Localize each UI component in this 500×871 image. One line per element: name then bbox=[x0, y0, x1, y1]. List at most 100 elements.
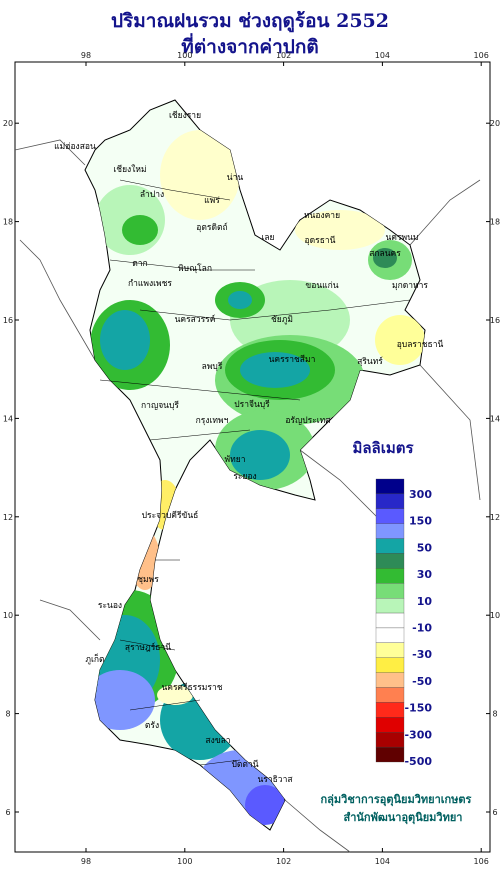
place-label: ตาก bbox=[132, 259, 147, 269]
lat-tick-label: 18 bbox=[3, 218, 13, 227]
place-label: ปัตตานี bbox=[231, 759, 258, 770]
lat-tick-label: 20 bbox=[490, 119, 500, 128]
lat-tick-label: 16 bbox=[490, 316, 500, 325]
place-label: เชียงราย bbox=[169, 110, 201, 121]
legend-swatch bbox=[375, 508, 405, 524]
place-label: นครศรีธรรมราช bbox=[161, 682, 222, 693]
place-label: นครสวรรค์ bbox=[175, 314, 216, 325]
credit-line: กลุ่มวิชาการอุตุนิยมวิทยาเกษตร bbox=[321, 793, 472, 807]
place-label: เชียงใหม่ bbox=[113, 164, 146, 175]
lon-tick-label: 98 bbox=[81, 857, 91, 866]
legend-swatch bbox=[375, 732, 405, 748]
legend-swatch bbox=[375, 478, 405, 495]
place-label: เลย bbox=[261, 233, 274, 243]
legend-swatch bbox=[375, 657, 405, 673]
lat-tick-label: 12 bbox=[3, 513, 13, 522]
place-label: ระนอง bbox=[98, 601, 122, 611]
place-label: อรัญประเทศ bbox=[285, 416, 331, 426]
lat-tick-label: 6 bbox=[5, 808, 10, 817]
legend-swatch bbox=[375, 493, 405, 509]
subtitle: ที่ต่างจากค่าปกติ bbox=[181, 33, 318, 58]
legend-swatch bbox=[375, 687, 405, 703]
lon-tick-label: 100 bbox=[177, 51, 192, 60]
legend-title: มิลลิเมตร bbox=[352, 439, 414, 457]
place-label: ขอนแก่น bbox=[305, 281, 338, 291]
place-label: แม่ฮ่องสอน bbox=[54, 142, 96, 152]
lat-tick-label: 14 bbox=[490, 414, 500, 423]
title: ปริมาณฝนรวม ช่วงฤดูร้อน 2552 bbox=[111, 10, 389, 33]
lon-tick-label: 102 bbox=[276, 857, 291, 866]
legend-swatch bbox=[375, 523, 405, 539]
place-label: สุรินทร์ bbox=[357, 356, 383, 367]
place-label: สุราษฎร์ธานี bbox=[125, 642, 171, 653]
lon-tick-label: 106 bbox=[474, 51, 489, 60]
legend: 300 150 50 30 10 -10 -30 -50 -150 -300 -500 bbox=[375, 478, 433, 768]
province-borders bbox=[99, 179, 411, 766]
legend-swatch bbox=[375, 627, 405, 643]
place-label: ลพบุรี bbox=[202, 361, 223, 372]
place-label: นครพนม bbox=[385, 233, 418, 243]
legend-swatch bbox=[375, 538, 405, 554]
place-label: นครราชสีมา bbox=[269, 354, 316, 365]
legend-swatch bbox=[375, 568, 405, 584]
place-label: กาญจนบุรี bbox=[141, 400, 179, 411]
legend-swatch bbox=[375, 746, 405, 763]
lon-tick-label: 102 bbox=[276, 51, 291, 60]
legend-label: -300 bbox=[404, 728, 432, 741]
place-label: พัทยา bbox=[225, 455, 246, 465]
place-label: ปราจีนบุรี bbox=[234, 399, 270, 410]
legend-label: -10 bbox=[412, 622, 432, 635]
place-label: ชัยภูมิ bbox=[271, 315, 293, 325]
lat-tick-label: 10 bbox=[490, 611, 500, 620]
place-label: แพร่ bbox=[204, 196, 220, 206]
legend-label: -50 bbox=[412, 675, 432, 688]
lat-tick-label: 18 bbox=[490, 218, 500, 227]
lat-tick-label: 20 bbox=[3, 119, 13, 128]
lat-tick-label: 12 bbox=[490, 513, 500, 522]
credit-line: สำนักพัฒนาอุตุนิยมวิทยา bbox=[344, 811, 463, 825]
legend-swatch bbox=[375, 702, 405, 718]
legend-label: 50 bbox=[417, 541, 433, 554]
place-label: ระยอง bbox=[233, 472, 256, 482]
legend-swatch bbox=[375, 598, 405, 614]
neighbour-borders bbox=[14, 139, 481, 853]
place-label: อุบลราชธานี bbox=[397, 339, 444, 350]
legend-swatch bbox=[375, 553, 405, 569]
legend-label: 300 bbox=[409, 488, 432, 501]
lon-tick-label: 98 bbox=[81, 51, 91, 60]
lon-tick-label: 104 bbox=[375, 51, 390, 60]
legend-label: 150 bbox=[409, 515, 432, 528]
place-label: นราธิวาส bbox=[257, 775, 293, 785]
place-label: กำแพงเพชร bbox=[128, 279, 172, 289]
place-label: อุดรธานี bbox=[305, 235, 336, 246]
place-label: น่าน bbox=[227, 173, 244, 183]
place-label: ประจวบคีรีขันธ์ bbox=[142, 510, 199, 521]
lat-tick-label: 6 bbox=[492, 808, 497, 817]
place-label: ลำปาง bbox=[140, 190, 164, 200]
lat-tick-label: 8 bbox=[492, 710, 497, 719]
legend-label: -500 bbox=[404, 755, 432, 768]
place-label: ชุมพร bbox=[137, 575, 159, 585]
lat-tick-label: 8 bbox=[5, 710, 10, 719]
place-label: สงขลา bbox=[205, 736, 230, 746]
legend-label: -150 bbox=[404, 702, 432, 715]
place-label: หนองคาย bbox=[304, 211, 340, 221]
lat-tick-label: 10 bbox=[3, 611, 13, 620]
lon-tick-label: 104 bbox=[375, 857, 390, 866]
legend-swatch bbox=[375, 583, 405, 599]
legend-label: 10 bbox=[417, 595, 433, 608]
legend-label: -30 bbox=[412, 648, 432, 661]
legend-swatch bbox=[375, 612, 405, 629]
coordinate-ticks: 98 98 100 100 102 102 104 104 106 106 6 6 8 8 10 10 12 12… bbox=[3, 51, 500, 866]
place-label: ตรัง bbox=[145, 721, 159, 731]
place-label: ภูเก็ต bbox=[85, 653, 104, 665]
legend-swatch bbox=[375, 717, 405, 733]
lon-tick-label: 106 bbox=[474, 857, 489, 866]
place-label: กรุงเทพฯ bbox=[196, 416, 229, 426]
lat-tick-label: 14 bbox=[3, 414, 13, 423]
legend-label: 30 bbox=[417, 568, 433, 581]
place-label: อุตรดิตถ์ bbox=[196, 222, 227, 233]
place-label: มุกดาหาร bbox=[392, 281, 428, 291]
